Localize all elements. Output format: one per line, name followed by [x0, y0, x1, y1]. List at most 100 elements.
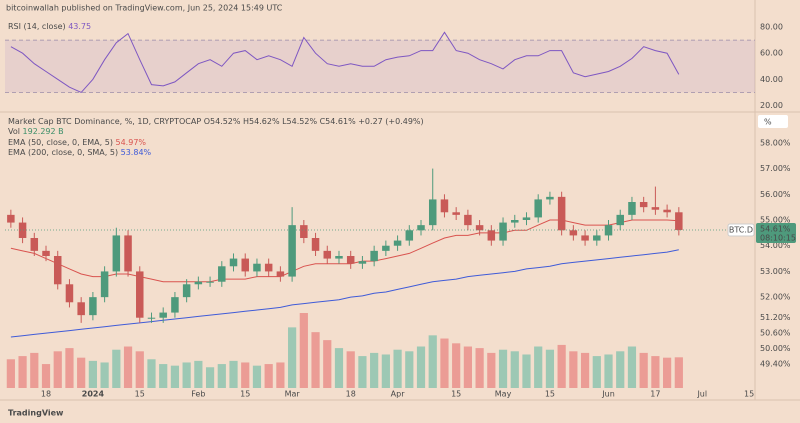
main-title: Market Cap BTC Dominance, %, 1D, CRYPTOC… [8, 117, 201, 126]
candle-body [323, 250, 332, 259]
y-tick-label: 80.00 [760, 23, 783, 32]
candle-body [569, 230, 578, 236]
volume-bar [463, 346, 472, 388]
volume-bar [100, 362, 109, 388]
rsi-title: RSI (14, close) [8, 22, 66, 31]
ohlc: O54.52% H54.62% L54.52% C54.61% +0.27 (+… [204, 117, 424, 126]
x-tick-label: Jun [601, 390, 615, 399]
ema-line [10, 249, 679, 338]
y-tick-label: 53.00% [760, 267, 791, 276]
candle-body [53, 256, 62, 285]
volume-bar [170, 365, 180, 388]
ema200-name: EMA (200, close, 0, SMA, 5) [8, 148, 118, 157]
volume-bar [604, 354, 613, 388]
y-tick-label: 54.00% [760, 241, 791, 250]
candle-body [171, 297, 179, 313]
candle-body [276, 271, 285, 277]
candle-body [253, 263, 261, 272]
candle-body [77, 302, 85, 316]
volume-bar [545, 349, 555, 388]
x-tick-label: 15 [545, 390, 555, 399]
y-tick-label: 60.00 [760, 49, 783, 58]
volume-bar [405, 351, 414, 388]
candle-body [440, 199, 449, 213]
candle-body [300, 225, 308, 238]
candle-body [124, 235, 132, 272]
volume-name: Vol [8, 127, 20, 136]
rsi-value: 43.75 [68, 22, 91, 31]
y-tick-label: 20.00 [760, 101, 783, 110]
x-tick-label: 15 [451, 390, 461, 399]
volume-bar [557, 344, 566, 388]
candle-body [405, 230, 414, 241]
rsi-legend: RSI (14, close) 43.75 [8, 22, 91, 31]
volume-bar [452, 343, 461, 388]
volume-bar [159, 364, 168, 388]
candle-body [335, 256, 343, 259]
volume-bar [53, 351, 62, 388]
volume-bar [663, 357, 672, 388]
candle-body [89, 297, 97, 316]
x-tick-label: 15 [240, 390, 250, 399]
candle-body [452, 212, 460, 215]
candle-body [159, 312, 167, 318]
volume-bar [264, 364, 273, 388]
volume-bar [381, 354, 390, 388]
candle-body [639, 202, 648, 208]
x-tick-label: 18 [41, 390, 51, 399]
volume-bar [112, 349, 121, 388]
volume-bar [580, 352, 590, 388]
candle-body [358, 261, 367, 264]
volume-bar [639, 352, 648, 388]
candle-body [194, 281, 203, 285]
volume-bar [510, 351, 519, 388]
percent-button[interactable] [758, 115, 788, 128]
symbol-tag-box [727, 223, 755, 237]
volume-bar [534, 346, 543, 388]
volume-bar [440, 338, 449, 388]
volume-bar [299, 313, 308, 388]
volume-bar [88, 360, 97, 388]
volume-bar [288, 327, 297, 388]
volume-bar [229, 360, 238, 388]
candle-body [65, 284, 74, 303]
volume-bar [77, 357, 86, 388]
rsi-line [10, 31, 680, 94]
candle-body [136, 271, 144, 318]
x-tick-label: 2024 [82, 390, 105, 399]
volume-bar [252, 365, 262, 388]
x-tick-label: 17 [650, 390, 660, 399]
footer-logo: TradingView [8, 409, 64, 418]
volume-bar [616, 351, 625, 388]
percent-button-label[interactable]: % [764, 118, 772, 127]
countdown: 08:10:15 [760, 234, 796, 243]
x-tick-label: 18 [346, 390, 356, 399]
volume-bar [182, 362, 191, 388]
candle-body [428, 199, 437, 226]
y-tick-label: 51.20% [760, 313, 791, 322]
volume-bar [627, 346, 637, 388]
candle-body [675, 212, 683, 231]
volume-bar [592, 356, 601, 388]
candle-body [417, 225, 425, 231]
header: bitcoinwallah published on TradingView.c… [6, 4, 283, 13]
candle-body [147, 317, 156, 319]
candle-body [511, 220, 519, 223]
candle-body [229, 258, 238, 267]
volume-bar [194, 360, 203, 388]
volume-bar [346, 351, 355, 388]
ema50-legend: EMA (50, close, 0, EMA, 5) 54.97% [8, 138, 146, 147]
volume-bar [311, 332, 320, 388]
candle-body [382, 245, 390, 251]
volume-bar [358, 356, 367, 388]
candle-body [475, 225, 484, 231]
symbol-tag: BTC.D [729, 226, 753, 235]
candle-body [7, 214, 15, 223]
candle-body [241, 258, 249, 272]
y-tick-label: 50.00% [760, 344, 791, 353]
candle-body [393, 240, 402, 246]
volume-bar [135, 351, 144, 388]
candle-body [522, 217, 531, 220]
volume-bar [276, 362, 285, 388]
